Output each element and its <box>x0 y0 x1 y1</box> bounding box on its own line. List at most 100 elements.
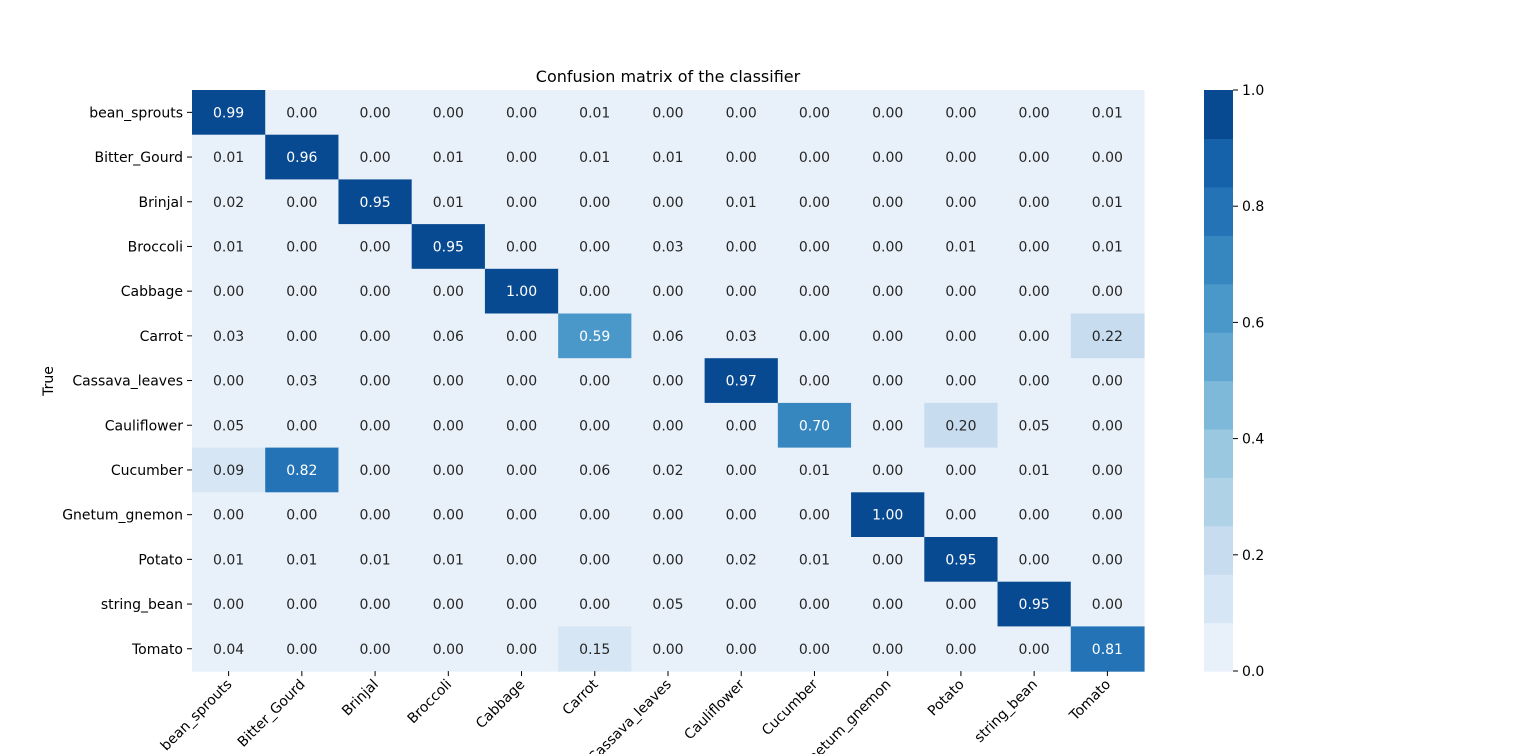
heatmap-cell <box>484 268 559 315</box>
colorbar-segment <box>1204 186 1233 236</box>
heatmap-cell <box>924 537 999 583</box>
heatmap-cell <box>338 447 413 493</box>
cell-value-label: 0.05 <box>1019 418 1050 434</box>
heatmap-cell <box>1070 224 1145 270</box>
heatmap-cell <box>338 537 413 583</box>
cell-value-label: 0.02 <box>652 463 683 479</box>
heatmap-cell <box>411 134 486 180</box>
cell-value-label: 0.00 <box>652 418 683 434</box>
heatmap-cell <box>192 447 266 493</box>
heatmap-cell <box>558 626 632 672</box>
cell-value-label: 0.00 <box>359 239 390 255</box>
colorbar-segment <box>1204 380 1233 430</box>
heatmap-cell <box>558 268 632 315</box>
cell-value-label: 0.00 <box>872 195 903 211</box>
heatmap-cell <box>851 224 925 270</box>
heatmap-cell <box>997 313 1072 359</box>
cell-value-label: 0.04 <box>213 642 244 658</box>
heatmap-cell <box>851 268 925 315</box>
cell-value-label: 0.00 <box>1019 150 1050 166</box>
heatmap-cell <box>704 313 779 359</box>
heatmap-cell <box>1070 402 1145 449</box>
heatmap-cell <box>631 224 706 270</box>
heatmap-cell <box>704 224 779 270</box>
cell-value-label: 0.00 <box>945 105 976 121</box>
cell-value-label: 0.01 <box>213 150 244 166</box>
heatmap-cell <box>338 179 413 225</box>
cell-value-label: 0.01 <box>1092 105 1123 121</box>
colorbar-tick-label: 0.0 <box>1242 664 1264 680</box>
heatmap-cell <box>851 90 925 136</box>
heatmap-cell <box>192 134 266 180</box>
cell-value-label: 0.01 <box>726 195 757 211</box>
heatmap-cell <box>192 358 266 404</box>
cell-value-label: 0.00 <box>652 105 683 121</box>
heatmap-cell <box>558 224 632 270</box>
cell-value-label: 0.00 <box>213 508 244 524</box>
heatmap-cell <box>411 313 486 359</box>
cell-value-label: 0.00 <box>799 374 830 390</box>
x-tick-label: Broccoli <box>405 677 455 727</box>
heatmap-cell <box>1070 447 1145 493</box>
cell-value-label: 0.00 <box>872 105 903 121</box>
cell-value-label: 0.00 <box>1092 284 1123 300</box>
colorbar-tick-label: 0.2 <box>1242 548 1264 564</box>
heatmap-cell <box>558 447 632 493</box>
heatmap-cell <box>338 581 413 627</box>
heatmap-cell <box>411 358 486 404</box>
heatmap-cell <box>851 447 925 493</box>
heatmap-cell <box>631 581 706 627</box>
heatmap-cell <box>704 358 779 404</box>
heatmap-cell <box>704 134 779 180</box>
heatmap-cell <box>997 358 1072 404</box>
heatmap-cell <box>704 581 779 627</box>
cell-value-label: 0.00 <box>1019 552 1050 568</box>
cell-value-label: 0.00 <box>359 642 390 658</box>
heatmap-cell <box>484 402 559 449</box>
y-tick-label: bean_sprouts <box>89 105 183 121</box>
heatmap-cell <box>558 313 632 359</box>
heatmap-cell <box>265 581 340 627</box>
heatmap-cell <box>631 626 706 672</box>
heatmap-cell <box>777 90 852 136</box>
cell-value-label: 0.00 <box>286 195 317 211</box>
heatmap-cell <box>1070 626 1145 672</box>
heatmap-cell <box>338 90 413 136</box>
heatmap-cell <box>411 90 486 136</box>
cell-value-label: 0.03 <box>726 329 757 345</box>
heatmap-cell <box>265 492 340 538</box>
heatmap-cell <box>338 224 413 270</box>
heatmap-cell <box>484 179 559 225</box>
cell-value-label: 0.01 <box>213 552 244 568</box>
heatmap-cell <box>192 224 266 270</box>
cell-value-label: 0.01 <box>652 150 683 166</box>
cell-value-label: 0.00 <box>1019 642 1050 658</box>
cell-value-label: 0.97 <box>726 374 757 390</box>
heatmap-cell <box>924 179 999 225</box>
x-tick-label: Cauliflower <box>681 676 748 743</box>
cell-value-label: 0.00 <box>726 463 757 479</box>
heatmap-cell <box>851 581 925 627</box>
cell-value-label: 0.00 <box>872 463 903 479</box>
x-tick-label: Tomato <box>1066 677 1114 725</box>
heatmap-cell <box>777 358 852 404</box>
cell-value-label: 0.06 <box>433 329 464 345</box>
heatmap-cell <box>997 134 1072 180</box>
x-tick-label: Bitter_Gourd <box>235 677 309 751</box>
cell-value-label: 0.00 <box>433 418 464 434</box>
heatmap-cell <box>1070 268 1145 315</box>
heatmap-cell <box>484 313 559 359</box>
chart-title: Confusion matrix of the classifier <box>536 67 801 86</box>
cell-value-label: 0.00 <box>872 329 903 345</box>
heatmap-cell <box>484 447 559 493</box>
cell-value-label: 0.00 <box>286 284 317 300</box>
cell-value-label: 0.00 <box>799 508 830 524</box>
heatmap-cell <box>851 402 925 449</box>
colorbar-segment <box>1204 428 1233 478</box>
heatmap-cell <box>192 402 266 449</box>
heatmap-cell <box>1070 179 1145 225</box>
cell-value-label: 0.00 <box>945 642 976 658</box>
cell-value-label: 0.00 <box>286 508 317 524</box>
heatmap-cell <box>924 447 999 493</box>
cell-value-label: 0.01 <box>433 150 464 166</box>
